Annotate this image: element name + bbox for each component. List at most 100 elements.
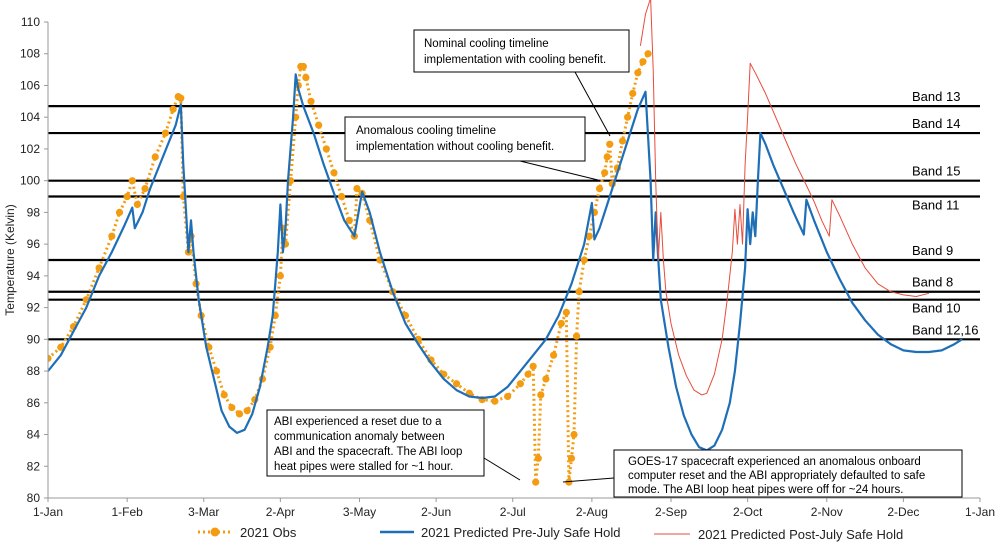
obs-point	[57, 343, 65, 351]
annotation-anomalous: Anomalous cooling timeline implementatio…	[344, 116, 599, 181]
annotation-goes17-line-3: mode. The ABI loop heat pipes were off f…	[628, 484, 903, 496]
y-tick-label: 84	[27, 428, 41, 442]
annotation-nominal: Nominal cooling timeline implementation …	[413, 29, 630, 137]
y-tick-label: 90	[27, 332, 41, 346]
annotation-abi-reset: ABI experienced a reset due to a communi…	[266, 409, 521, 481]
x-tick-label: 2-Apr	[266, 505, 295, 519]
obs-point	[570, 430, 578, 439]
obs-point	[618, 137, 627, 145]
legend-item-post-july: 2021 Predicted Post-July Safe Hold	[654, 527, 903, 542]
y-tick-label: 110	[21, 15, 40, 29]
band-label: Band 14	[912, 116, 960, 131]
x-tick-label: 1-Jan	[33, 505, 63, 519]
annotation-nominal-pointer	[574, 71, 611, 137]
annotation-abi-reset-line-3: ABI and the spacecraft. The ABI loop	[274, 446, 462, 458]
obs-point	[516, 380, 524, 388]
x-tick-label: 1-Feb	[111, 505, 143, 519]
obs-point	[212, 367, 221, 375]
obs-point	[299, 62, 307, 71]
obs-point	[595, 185, 604, 193]
band-label: Band 13	[912, 89, 960, 104]
obs-point	[330, 169, 338, 177]
obs-point	[504, 392, 512, 401]
x-tick-label: 3-May	[343, 505, 376, 519]
obs-point	[307, 97, 315, 105]
obs-point	[529, 362, 537, 370]
obs-point	[235, 410, 244, 418]
x-ticks: 1-Jan 1-Feb 3-Mar 2-Apr 3-May 2-Jun 2-Jul 2-Aug…	[33, 498, 995, 519]
band-label-bg	[908, 323, 964, 338]
obs-point	[572, 332, 581, 340]
obs-point	[549, 351, 558, 359]
annotation-abi-reset-pointer	[483, 457, 521, 481]
annotation-anomalous-pointer	[519, 160, 599, 181]
y-tick-label: 104	[20, 110, 40, 124]
annotation-abi-reset-line-2: communication anomaly between	[274, 431, 445, 443]
obs-point	[115, 208, 124, 216]
annotation-goes17-line-1: GOES-17 spacecraft experienced an anomal…	[628, 456, 921, 468]
obs-point	[322, 145, 330, 153]
legend-item-pre-july: 2021 Predicted Pre-July Safe Hold	[380, 525, 620, 540]
obs-point	[243, 407, 251, 415]
annotation-nominal-line-2: implementation with cooling benefit.	[424, 54, 606, 66]
y-tick-label: 106	[20, 78, 40, 92]
y-tick-label: 96	[27, 237, 41, 251]
legend-item-obs: 2021 Obs	[198, 525, 297, 540]
band-label: Band 11	[912, 198, 959, 213]
band-label-bg	[908, 117, 964, 132]
obs-point	[524, 370, 532, 378]
y-tick-label: 82	[27, 459, 41, 473]
y-tick-label: 100	[20, 174, 40, 188]
legend-marker-obs	[210, 527, 220, 537]
annotation-goes17-line-2: computer reset and the ABI appropriately…	[628, 470, 925, 482]
annotation-abi-reset-line-4: heat pipes were stalled for ~1 hour.	[274, 461, 453, 473]
series-pre-july-line	[48, 73, 963, 452]
annotation-nominal-box	[413, 29, 630, 73]
band-label: Band 15	[912, 164, 960, 179]
band-label-bg	[908, 244, 964, 258]
x-tick-label: 2-Sep	[655, 505, 687, 519]
obs-point	[542, 375, 550, 383]
y-axis-label: Temperature (Kelvin)	[3, 204, 17, 315]
obs-point	[128, 177, 136, 185]
band-label-bg	[908, 90, 964, 105]
legend-label-pre-july: 2021 Predicted Pre-July Safe Hold	[421, 525, 620, 540]
obs-point	[624, 113, 632, 121]
obs-point	[276, 272, 284, 280]
obs-point	[338, 192, 346, 201]
obs-point	[133, 200, 141, 209]
series-layer	[48, 0, 963, 486]
band-label: Band 12,16	[912, 322, 979, 337]
annotation-anomalous-line-1: Anomalous cooling timeline	[356, 125, 496, 137]
series-post-july-line	[639, 0, 930, 396]
annotation-nominal-line-1: Nominal cooling timeline	[424, 38, 549, 50]
obs-point	[161, 129, 170, 137]
obs-point	[491, 397, 499, 405]
obs-point	[639, 58, 647, 66]
y-tick-label: 94	[27, 269, 41, 283]
x-tick-label: 3-Mar	[188, 505, 219, 519]
obs-point	[95, 264, 103, 272]
obs-point	[302, 73, 310, 82]
band-label-bg	[908, 301, 964, 316]
obs-point	[606, 140, 614, 148]
x-tick-label: 2-Aug	[576, 505, 608, 519]
obs-point	[452, 380, 461, 388]
band-labels: Band 13 Band 14 Band 15 Band 11 Band 9 Band 8…	[908, 89, 979, 338]
x-tick-label: 2-Dec	[887, 505, 919, 519]
obs-point	[634, 69, 642, 77]
obs-point	[575, 288, 583, 296]
band-label-bg	[908, 275, 964, 290]
annotation-abi-reset-box	[266, 409, 485, 477]
obs-point	[580, 256, 588, 264]
obs-point	[353, 185, 361, 193]
band-label: Band 8	[912, 275, 953, 290]
annotation-goes17-box	[613, 449, 963, 498]
obs-point	[567, 454, 576, 462]
annotation-anomalous-line-2: implementation without cooling benefit.	[356, 141, 554, 153]
band-lines	[48, 104, 980, 341]
obs-point	[603, 153, 611, 161]
x-tick-label: 1-Jan	[965, 505, 995, 519]
y-ticks: 80 82 84 86 88 90 92 94 96 98 100 102 104 106 108 110	[20, 15, 48, 505]
obs-point	[644, 50, 652, 58]
